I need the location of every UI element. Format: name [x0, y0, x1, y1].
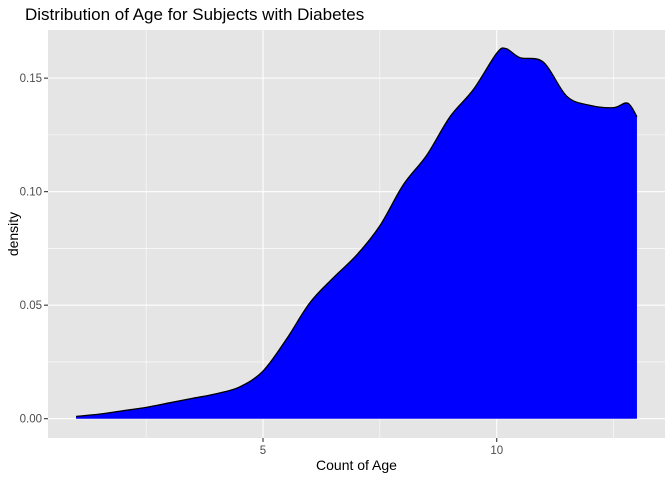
density-area	[76, 47, 637, 419]
y-axis: 0.00 0.05 0.10 0.15	[20, 73, 48, 426]
x-tick-label: 10	[490, 445, 503, 457]
chart-title: Distribution of Age for Subjects with Di…	[25, 5, 364, 24]
y-tick-label: 0.00	[20, 414, 42, 426]
x-axis-title: Count of Age	[316, 457, 397, 473]
y-tick-label: 0.10	[20, 187, 42, 199]
x-axis: 5 10	[260, 438, 503, 457]
y-axis-title: density	[5, 212, 21, 256]
x-tick-label: 5	[260, 445, 266, 457]
y-tick-label: 0.15	[20, 73, 42, 85]
density-outline	[75, 47, 638, 418]
y-tick-label: 0.05	[20, 300, 42, 312]
